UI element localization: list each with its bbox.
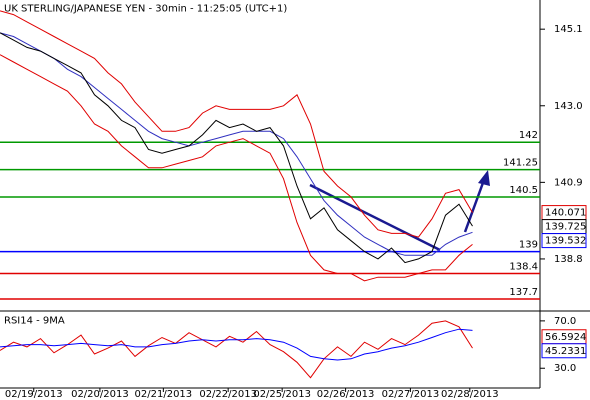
price-badge-label: 139.725: [545, 222, 586, 233]
price-badge: [541, 343, 587, 359]
level-label: 139: [519, 240, 538, 251]
x-tick-label: 02/25/2013: [253, 389, 311, 400]
series-line: [0, 320, 473, 379]
price-badge-label: 140.071: [545, 208, 586, 219]
level-label: 141.25: [503, 158, 538, 169]
series-line: [0, 32, 473, 256]
arrow-head: [478, 170, 490, 186]
level-label: 137.7: [509, 287, 538, 298]
level-label: 142: [519, 130, 538, 141]
series-line: [0, 54, 473, 282]
y-tick-label: 140.9: [554, 177, 583, 188]
x-tick-label: 02/22/2013: [199, 389, 257, 400]
price-badge-label: 139.532: [545, 236, 586, 247]
y-tick-label: 145.1: [554, 24, 583, 35]
trend-line: [309, 183, 441, 252]
y-tick-label: 143.0: [554, 101, 583, 112]
y-tick-label: 70.0: [554, 316, 576, 327]
price-badge: [541, 233, 587, 249]
x-tick-label: 02/27/2013: [382, 389, 440, 400]
x-tick-label: 02/20/2013: [71, 389, 129, 400]
x-tick-label: 02/26/2013: [317, 389, 375, 400]
chart-title: RSI14 - 9MA: [4, 315, 65, 326]
level-label: 138.4: [509, 262, 538, 273]
series-line: [0, 328, 473, 361]
y-tick-label: 138.8: [554, 254, 583, 265]
x-tick-label: 02/28/2013: [441, 389, 499, 400]
series-line: [0, 32, 473, 264]
chart-title: UK STERLING/JAPANESE YEN - 30min - 11:25…: [4, 3, 287, 14]
price-badge-label: 45.2331: [545, 346, 586, 357]
x-tick-label: 02/19/2013: [5, 389, 63, 400]
y-tick-label: 30.0: [554, 363, 576, 374]
series-line: [0, 10, 473, 238]
price-badge-label: 56.5924: [545, 332, 586, 343]
level-label: 140.5: [509, 185, 538, 196]
arrow: [463, 179, 486, 233]
x-tick-label: 02/21/2013: [135, 389, 193, 400]
